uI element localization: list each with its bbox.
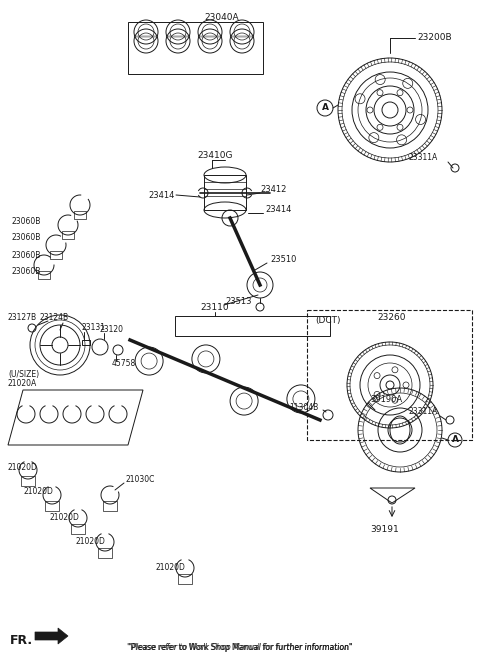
Text: 23060B: 23060B bbox=[12, 268, 41, 276]
Text: 23311A: 23311A bbox=[409, 407, 438, 417]
Text: (U/SIZE): (U/SIZE) bbox=[8, 369, 39, 379]
Text: (DCT): (DCT) bbox=[315, 316, 340, 325]
Bar bbox=[74, 211, 86, 219]
Text: 11304B: 11304B bbox=[289, 403, 318, 411]
Text: 23124B: 23124B bbox=[40, 314, 69, 323]
Text: 21020D: 21020D bbox=[24, 487, 54, 497]
Text: 23410G: 23410G bbox=[197, 150, 233, 159]
Text: 21020D: 21020D bbox=[76, 537, 106, 546]
Bar bbox=[178, 574, 192, 584]
Text: FR.: FR. bbox=[10, 634, 33, 647]
Bar bbox=[128, 22, 263, 74]
Text: 21020D: 21020D bbox=[156, 564, 186, 573]
Text: "Please refer to Work Shop Manual for further information": "Please refer to Work Shop Manual for fu… bbox=[128, 644, 352, 653]
Text: 23131: 23131 bbox=[82, 323, 106, 333]
Bar bbox=[71, 524, 85, 534]
Bar bbox=[175, 316, 330, 336]
Bar bbox=[307, 310, 472, 440]
Bar bbox=[21, 476, 35, 486]
Text: A: A bbox=[452, 436, 458, 445]
Bar bbox=[103, 501, 117, 511]
Text: 23200B: 23200B bbox=[417, 33, 452, 43]
Text: 23060B: 23060B bbox=[12, 218, 41, 226]
Text: 23414: 23414 bbox=[265, 205, 291, 215]
Text: 21020D: 21020D bbox=[8, 464, 38, 472]
Text: 23412: 23412 bbox=[260, 186, 287, 194]
Text: 23040A: 23040A bbox=[204, 14, 240, 22]
Text: 45758: 45758 bbox=[112, 359, 136, 369]
Bar bbox=[50, 251, 62, 259]
Text: 23120: 23120 bbox=[100, 325, 124, 335]
Text: 23110: 23110 bbox=[201, 304, 229, 312]
Text: A: A bbox=[322, 104, 328, 112]
Bar bbox=[38, 271, 50, 279]
Bar bbox=[98, 548, 112, 558]
Text: 21030C: 21030C bbox=[126, 476, 156, 485]
Bar bbox=[45, 501, 59, 511]
Text: 39191: 39191 bbox=[371, 525, 399, 535]
Text: 23260: 23260 bbox=[378, 312, 406, 321]
Text: 21020A: 21020A bbox=[8, 380, 37, 388]
Text: 21020D: 21020D bbox=[50, 512, 80, 522]
Polygon shape bbox=[35, 628, 68, 644]
Text: 23510: 23510 bbox=[270, 255, 296, 264]
Text: 23060B: 23060B bbox=[12, 251, 41, 260]
Bar bbox=[62, 231, 74, 239]
Text: 23127B: 23127B bbox=[8, 314, 37, 323]
Text: 23060B: 23060B bbox=[12, 234, 41, 243]
Text: 39190A: 39190A bbox=[370, 396, 402, 405]
Text: 23311A: 23311A bbox=[409, 154, 438, 163]
Text: 23414: 23414 bbox=[149, 190, 175, 199]
Bar bbox=[82, 340, 90, 345]
Bar bbox=[204, 175, 246, 210]
Text: 23513: 23513 bbox=[225, 298, 252, 306]
Text: "Please refer to Work Shop Manual for further information": "Please refer to Work Shop Manual for fu… bbox=[127, 644, 353, 653]
